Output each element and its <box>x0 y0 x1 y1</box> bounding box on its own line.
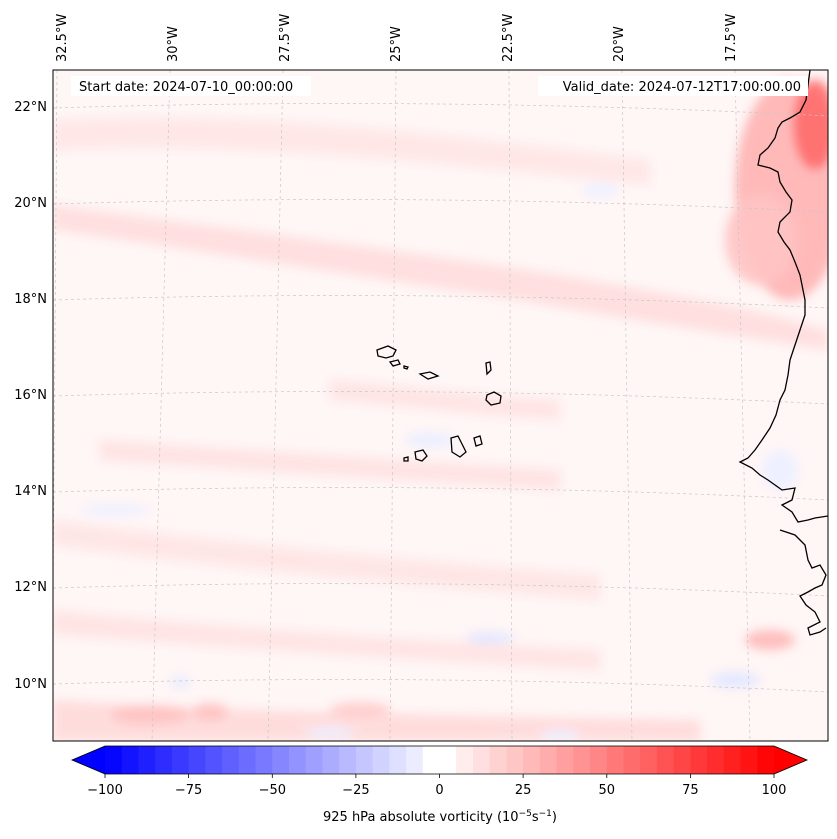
valid-date-label: Valid_date: 2024-07-12T17:00:00.00 <box>563 80 801 95</box>
colorbar-cell <box>255 746 273 774</box>
colorbar-cell <box>590 746 608 774</box>
colorbar-cell <box>456 746 474 774</box>
coastline <box>738 70 828 636</box>
colorbar-cell <box>673 746 691 774</box>
map-area <box>53 70 828 741</box>
colorbar-cell <box>523 746 541 774</box>
start-date-box: Start date: 2024-07-10_00:00:00 <box>71 76 311 96</box>
colorbar-tick-label: −25 <box>342 783 369 798</box>
lon-label: 30°W <box>166 26 181 62</box>
colorbar-cell <box>556 746 574 774</box>
colorbar-ticks <box>104 774 775 778</box>
colorbar: −100 −75 −50 −25 0 25 50 75 100 925 hPa … <box>70 745 809 825</box>
colorbar-cell <box>573 746 591 774</box>
colorbar-cell <box>171 746 190 774</box>
colorbar-cell <box>138 746 156 774</box>
colorbar-cells <box>72 746 807 774</box>
colorbar-cell <box>188 746 206 774</box>
lon-label: 25°W <box>389 26 404 62</box>
vorticity-field <box>53 80 828 741</box>
colorbar-cell <box>656 746 675 774</box>
lon-label: 17.5°W <box>724 14 739 62</box>
lat-label: 22°N <box>14 100 47 115</box>
colorbar-cell <box>322 746 340 774</box>
colorbar-cell <box>472 746 491 774</box>
latitude-labels: 22°N 20°N 18°N 16°N 14°N 12°N 10°N <box>14 100 47 692</box>
colorbar-cell <box>640 746 658 774</box>
colorbar-cell <box>355 746 374 774</box>
colorbar-cell <box>690 746 708 774</box>
lon-label: 27.5°W <box>278 14 293 62</box>
map-frame <box>52 69 829 742</box>
colorbar-cell <box>489 746 507 774</box>
colorbar-cell <box>288 746 307 774</box>
lon-label: 20°W <box>612 26 627 62</box>
colorbar-tick-label: −75 <box>175 783 202 798</box>
colorbar-cell <box>389 746 407 774</box>
colorbar-cell <box>238 746 257 774</box>
colorbar-tick-label: −100 <box>87 783 123 798</box>
colorbar-cell <box>740 746 758 774</box>
colorbar-cell <box>272 746 290 774</box>
colorbar-tick-labels: −100 −75 −50 −25 0 25 50 75 100 <box>87 783 786 798</box>
colorbar-cell <box>606 746 624 774</box>
colorbar-cell <box>305 746 323 774</box>
lat-label: 14°N <box>14 484 47 499</box>
colorbar-tick-label: 75 <box>682 783 699 798</box>
colorbar-cell <box>222 746 240 774</box>
lon-label: 22.5°W <box>501 14 516 62</box>
lon-label: 32.5°W <box>55 14 70 62</box>
colorbar-cell <box>723 746 742 774</box>
colorbar-cell <box>439 746 457 774</box>
longitude-labels: 32.5°W 30°W 27.5°W 25°W 22.5°W 20°W 17.5… <box>55 14 739 62</box>
start-date-label: Start date: 2024-07-10_00:00:00 <box>79 80 293 95</box>
colorbar-cell <box>623 746 641 774</box>
colorbar-cell <box>539 746 558 774</box>
lat-label: 16°N <box>14 388 47 403</box>
colorbar-tick-label: −50 <box>259 783 286 798</box>
colorbar-min-extend <box>72 746 105 774</box>
colorbar-tick-label: 0 <box>435 783 443 798</box>
colorbar-cell <box>121 746 139 774</box>
colorbar-cell <box>707 746 725 774</box>
islands <box>376 345 502 462</box>
gridlines <box>53 70 828 741</box>
colorbar-cell <box>422 746 440 774</box>
colorbar-cell <box>155 746 173 774</box>
colorbar-tick-label: 50 <box>599 783 616 798</box>
colorbar-cell <box>372 746 390 774</box>
lat-label: 20°N <box>14 196 47 211</box>
colorbar-cell <box>757 746 775 774</box>
lat-label: 10°N <box>14 677 47 692</box>
colorbar-cell <box>506 746 524 774</box>
colorbar-cell <box>339 746 357 774</box>
colorbar-max-extend <box>774 746 807 774</box>
colorbar-cell <box>406 746 424 774</box>
lat-label: 18°N <box>14 292 47 307</box>
colorbar-cell <box>205 746 223 774</box>
colorbar-title: 925 hPa absolute vorticity (10−5s−1) <box>323 809 557 825</box>
colorbar-cell <box>105 746 123 774</box>
valid-date-box: Valid_date: 2024-07-12T17:00:00.00 <box>538 76 808 96</box>
colorbar-tick-label: 100 <box>762 783 787 798</box>
colorbar-tick-label: 25 <box>515 783 532 798</box>
lat-label: 12°N <box>14 580 47 595</box>
